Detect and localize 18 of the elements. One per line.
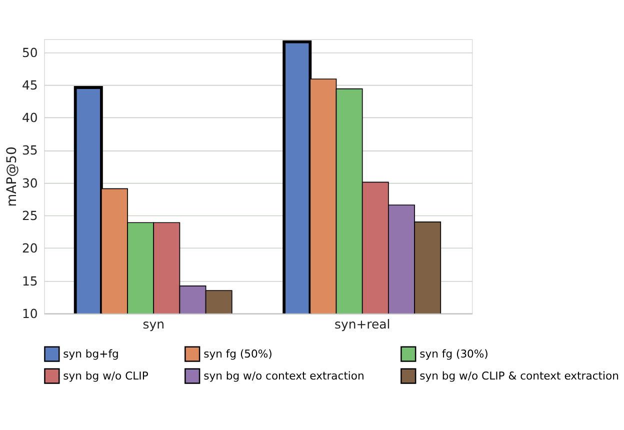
y-tick-label: 45: [22, 77, 38, 92]
legend-label: syn bg w/o CLIP & context extraction: [420, 369, 619, 382]
legend-label: syn bg+fg: [63, 347, 119, 360]
y-tick-label: 15: [22, 273, 38, 288]
x-tick-label: syn+real: [334, 316, 390, 332]
y-axis-title: mAP@50: [5, 146, 20, 207]
y-tick-label: 25: [22, 208, 38, 224]
legend-label: syn bg w/o context extraction: [204, 369, 364, 382]
y-tick-label: 40: [22, 110, 38, 126]
y-tick-label: 20: [22, 240, 38, 256]
y-tick-label: 10: [22, 306, 38, 321]
legend-label: syn bg w/o CLIP: [63, 369, 149, 382]
x-tick-label: syn: [142, 316, 165, 332]
legend-label: syn fg (30%): [420, 347, 488, 360]
y-tick-label: 30: [22, 175, 38, 190]
y-tick-label: 35: [22, 142, 38, 158]
y-tick-label: 50: [22, 44, 38, 60]
legend-label: syn fg (50%): [204, 347, 272, 360]
